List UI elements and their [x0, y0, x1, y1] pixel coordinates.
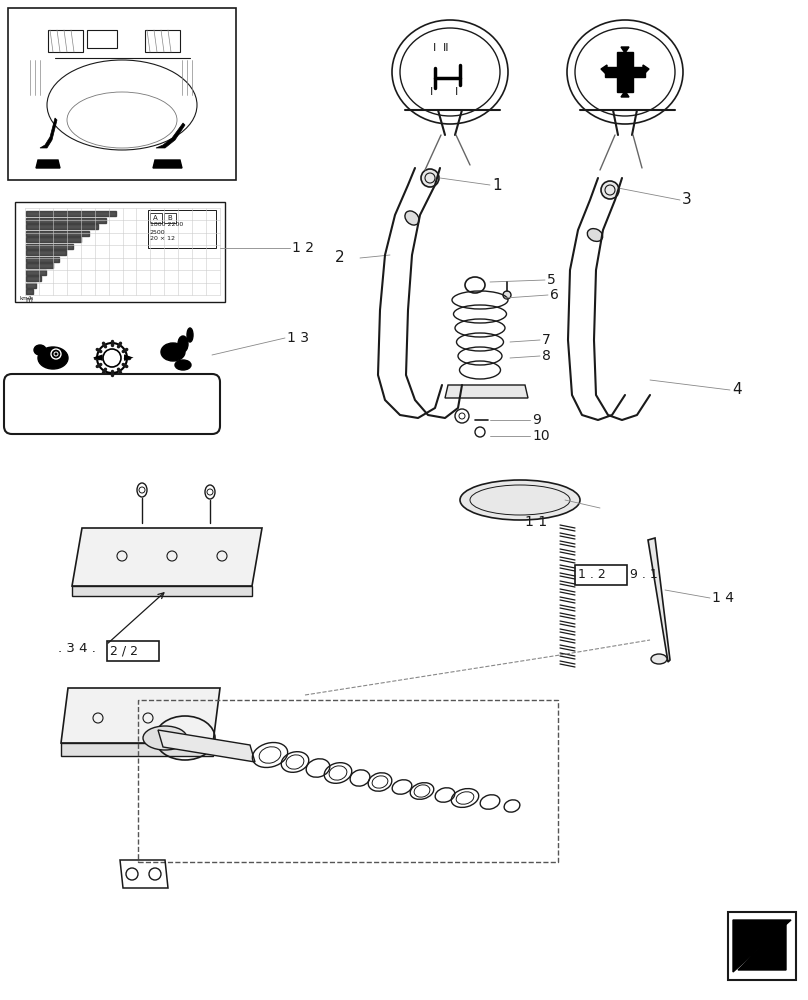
- Text: 10: 10: [532, 429, 549, 443]
- Polygon shape: [26, 289, 33, 294]
- Bar: [107, 641, 159, 661]
- Text: 1 . 2: 1 . 2: [578, 568, 606, 582]
- Text: 2 / 2: 2 / 2: [110, 645, 138, 658]
- Ellipse shape: [38, 347, 68, 369]
- Bar: [145, 30, 180, 52]
- Text: I: I: [433, 43, 436, 53]
- Text: m: m: [25, 297, 32, 303]
- Polygon shape: [605, 67, 645, 77]
- Ellipse shape: [34, 345, 46, 355]
- Text: 1 1: 1 1: [525, 515, 547, 529]
- Polygon shape: [733, 920, 791, 972]
- Polygon shape: [26, 282, 36, 288]
- Bar: [150, 213, 162, 223]
- Polygon shape: [643, 65, 649, 75]
- Text: 1 3: 1 3: [287, 331, 309, 345]
- Polygon shape: [445, 385, 528, 398]
- Text: II: II: [443, 43, 449, 53]
- Ellipse shape: [651, 654, 667, 664]
- Bar: [728, 912, 796, 980]
- Bar: [48, 30, 83, 52]
- Bar: [138, 700, 558, 862]
- Polygon shape: [26, 237, 81, 242]
- Polygon shape: [601, 65, 607, 75]
- Text: ►: ►: [124, 352, 133, 364]
- Text: 3: 3: [682, 192, 692, 208]
- Polygon shape: [72, 586, 252, 596]
- Text: I: I: [455, 87, 458, 97]
- Circle shape: [503, 291, 511, 299]
- Polygon shape: [26, 231, 89, 235]
- Polygon shape: [26, 250, 66, 255]
- Text: 2500: 2500: [150, 230, 166, 234]
- Ellipse shape: [143, 726, 187, 750]
- Bar: [15, 202, 225, 302]
- Polygon shape: [61, 688, 220, 743]
- Text: 2: 2: [335, 250, 345, 265]
- Circle shape: [601, 181, 619, 199]
- Ellipse shape: [178, 336, 188, 352]
- Text: . 3 4 .: . 3 4 .: [58, 642, 96, 654]
- Text: 1 2: 1 2: [292, 241, 314, 255]
- Text: ◄: ◄: [93, 352, 103, 364]
- Text: 8: 8: [542, 349, 551, 363]
- Polygon shape: [738, 922, 786, 970]
- Polygon shape: [153, 160, 182, 168]
- Bar: [87, 30, 117, 48]
- Text: 1800 2200: 1800 2200: [150, 223, 183, 228]
- Text: km/h: km/h: [20, 296, 34, 300]
- Polygon shape: [26, 211, 116, 216]
- Polygon shape: [156, 123, 185, 148]
- Polygon shape: [158, 730, 255, 762]
- Text: 1 4: 1 4: [712, 591, 734, 605]
- Text: B: B: [167, 215, 172, 221]
- Text: A: A: [153, 215, 158, 221]
- Ellipse shape: [460, 480, 580, 520]
- Bar: [8, 8, 236, 180]
- Text: 9: 9: [532, 413, 541, 427]
- Text: 6: 6: [550, 288, 559, 302]
- Polygon shape: [26, 269, 46, 274]
- Text: 1: 1: [492, 178, 502, 192]
- Text: 7: 7: [542, 333, 551, 347]
- Text: I: I: [430, 87, 433, 97]
- Polygon shape: [26, 263, 53, 268]
- Polygon shape: [40, 118, 57, 148]
- Polygon shape: [36, 160, 60, 168]
- Circle shape: [421, 169, 439, 187]
- Bar: [575, 565, 627, 585]
- Polygon shape: [61, 743, 213, 756]
- Text: 5: 5: [547, 273, 556, 287]
- Text: 9 . 1: 9 . 1: [630, 568, 658, 582]
- Polygon shape: [26, 243, 73, 248]
- Polygon shape: [26, 276, 41, 281]
- Bar: [148, 210, 216, 248]
- Ellipse shape: [161, 343, 185, 361]
- Ellipse shape: [175, 360, 191, 370]
- Text: 20 × 12: 20 × 12: [150, 235, 175, 240]
- Polygon shape: [26, 218, 106, 223]
- Polygon shape: [621, 91, 629, 97]
- Ellipse shape: [187, 328, 193, 342]
- Ellipse shape: [405, 211, 419, 225]
- Bar: [164, 213, 176, 223]
- Polygon shape: [621, 47, 629, 53]
- Polygon shape: [26, 256, 59, 261]
- Polygon shape: [617, 52, 633, 92]
- Polygon shape: [72, 528, 262, 586]
- Text: 4: 4: [732, 382, 742, 397]
- Polygon shape: [648, 538, 670, 662]
- Polygon shape: [26, 224, 98, 229]
- Ellipse shape: [587, 229, 603, 241]
